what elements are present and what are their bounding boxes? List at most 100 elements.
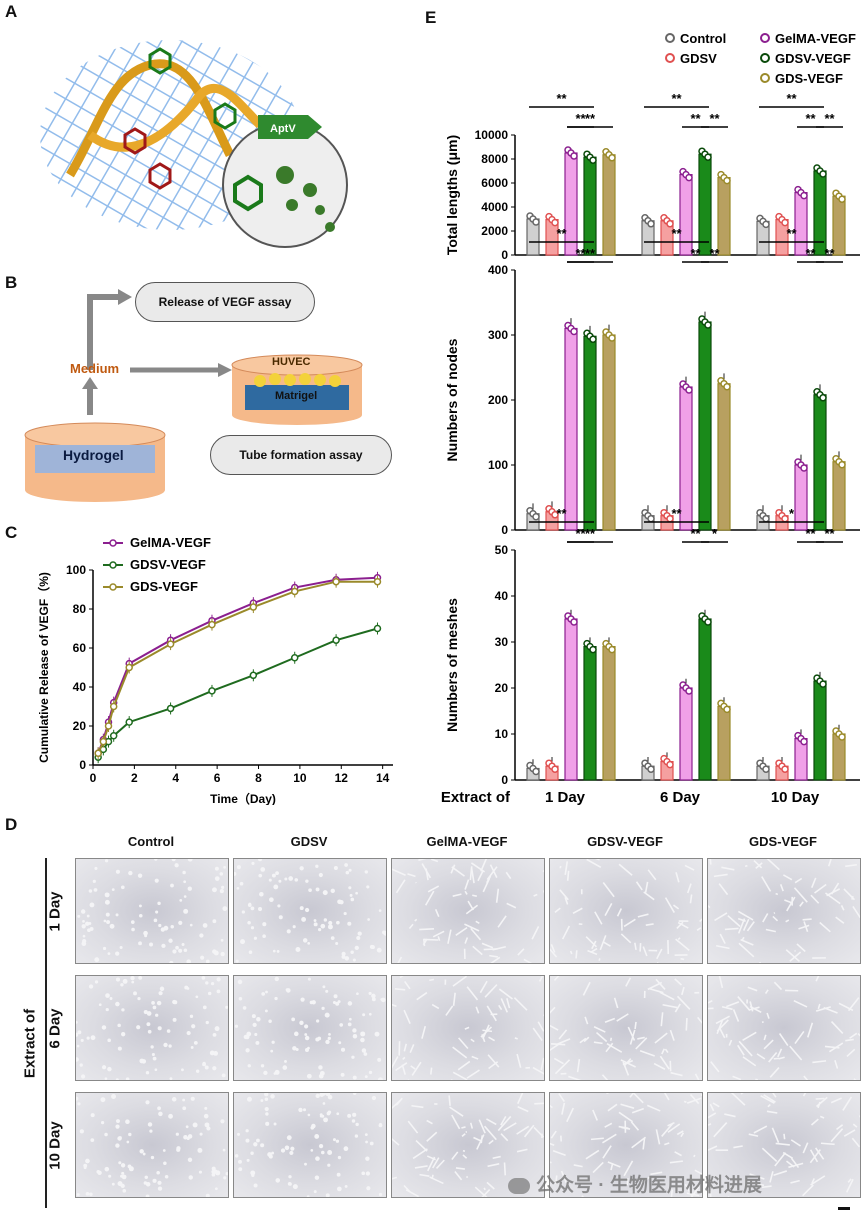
bar	[717, 177, 731, 256]
tube-segment	[849, 1032, 858, 1039]
tube-segment	[789, 1045, 803, 1061]
panel-label-c: C	[5, 523, 18, 542]
data-point	[608, 334, 616, 342]
cell-cluster	[327, 1094, 333, 1100]
tube-segment	[677, 937, 681, 941]
cell-cluster	[351, 1119, 356, 1123]
cell-cluster	[356, 935, 361, 941]
bar	[813, 680, 827, 781]
tube-segment	[835, 916, 845, 924]
tube-segment	[836, 1124, 844, 1130]
cell-cluster	[378, 1123, 383, 1128]
legend-label: GDS-VEGF	[130, 579, 198, 594]
significance-label: **	[575, 246, 586, 261]
cell-cluster	[101, 1025, 107, 1030]
tube-segment	[662, 1003, 678, 1009]
cell-cluster	[240, 939, 246, 945]
tube-segment	[803, 1075, 809, 1080]
cell-cluster	[290, 1146, 295, 1151]
cell-cluster	[339, 1023, 344, 1027]
cell-cluster	[219, 889, 224, 894]
tube-segment	[716, 1019, 724, 1035]
cell-cluster	[299, 866, 304, 871]
tube-segment	[761, 1185, 772, 1189]
tube-segment	[726, 1001, 740, 1008]
tube-segment	[709, 859, 712, 865]
cell-cluster	[332, 1001, 336, 1005]
tube-segment	[684, 1183, 694, 1197]
tube-segment	[559, 889, 569, 901]
tube-segment	[851, 1137, 860, 1148]
cell-cluster	[313, 922, 318, 927]
cell-cluster	[365, 1140, 368, 1144]
data-point	[332, 636, 340, 644]
data-point	[647, 765, 655, 773]
data-point	[551, 218, 559, 227]
cell-cluster	[348, 1017, 352, 1021]
data-point	[781, 765, 789, 773]
panel-label-e: E	[425, 8, 437, 27]
tube-segment	[516, 1125, 530, 1135]
cell-cluster	[355, 891, 358, 895]
tube-segment	[624, 1058, 632, 1066]
data-point	[608, 645, 616, 654]
tube-segment	[710, 1061, 720, 1073]
cell-cluster	[101, 1065, 107, 1070]
tube-segment	[550, 1142, 555, 1146]
cell-cluster	[291, 1017, 296, 1022]
tube-segment	[414, 918, 418, 922]
tube-segment	[488, 1139, 494, 1145]
tube-segment	[788, 1162, 804, 1169]
cell-cluster	[186, 987, 190, 990]
cell-cluster	[302, 938, 308, 943]
data-point	[94, 749, 102, 758]
cell-cluster	[190, 1046, 194, 1049]
cell-cluster	[202, 1061, 206, 1065]
watermark: 公众号 · 生物医用材料进展	[508, 1170, 762, 1197]
cell-cluster	[299, 906, 304, 911]
tube-segment	[642, 946, 648, 957]
cell-cluster	[238, 1159, 242, 1164]
cell-cluster	[76, 1193, 80, 1197]
cell-cluster	[214, 876, 220, 881]
tube-segment	[697, 1016, 702, 1024]
data-point	[551, 511, 559, 519]
tube-segment	[587, 949, 598, 956]
cell-cluster	[352, 958, 356, 962]
legend-marker	[760, 73, 770, 83]
cell-cluster	[352, 1112, 357, 1117]
cell-cluster	[86, 1036, 90, 1040]
tube-segment	[402, 1056, 406, 1061]
tube-segment	[486, 875, 492, 884]
tube-segment	[566, 870, 570, 881]
cell-cluster	[157, 1186, 163, 1191]
cell-cluster	[163, 925, 169, 931]
micrograph-texture	[76, 1093, 228, 1197]
bar	[717, 705, 731, 781]
tube-segment	[517, 1106, 529, 1113]
cell-cluster	[82, 934, 86, 938]
bar	[698, 321, 712, 531]
tube-segment	[742, 918, 750, 931]
cell-cluster	[136, 1025, 141, 1030]
cell-cluster	[181, 1068, 184, 1072]
series-line	[97, 627, 378, 758]
cell-cluster	[216, 989, 221, 994]
cell-cluster	[115, 869, 120, 874]
y-tick-label: 100	[488, 458, 508, 472]
cell-cluster	[130, 920, 135, 924]
micrograph-image	[75, 858, 229, 964]
y-tick-label: 0	[79, 758, 86, 772]
cell-cluster	[348, 886, 352, 890]
tube-segment	[561, 1102, 566, 1115]
data-point	[819, 680, 827, 688]
tube-segment	[585, 936, 598, 948]
significance-label: *	[712, 526, 718, 541]
cell-cluster	[360, 1037, 365, 1043]
tube-segment	[452, 1071, 468, 1080]
tube-segment	[810, 1118, 819, 1126]
cell-cluster	[164, 1174, 169, 1179]
cell-cluster	[273, 1072, 277, 1075]
row-title: 6 Day	[46, 1008, 64, 1049]
tube-segment	[719, 933, 726, 944]
